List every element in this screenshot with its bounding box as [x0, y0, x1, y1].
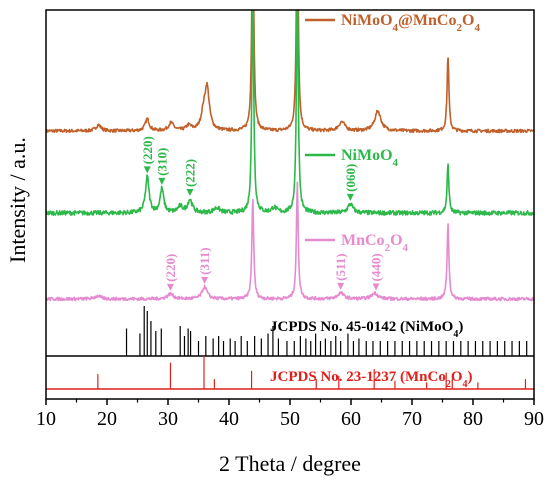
annotation-arrow: [201, 276, 209, 284]
reference-layer: JCPDS No. 45-0142 (NiMoO4) JCPDS No. 23-1…: [46, 306, 534, 390]
reference-label-ref_mnco2o4: JCPDS No. 23-1237 (MnCo2O4): [270, 369, 473, 390]
annotation-label: (511): [333, 253, 348, 280]
annotation-arrow: [158, 177, 166, 185]
x-tick-label: 40: [219, 408, 239, 430]
annotation-arrow: [346, 193, 354, 201]
plot-frame: [45, 9, 535, 400]
x-tick-label: 60: [341, 408, 361, 430]
annotation-label: (220): [163, 254, 178, 282]
legend-label-nimoo4: NiMoO4: [341, 147, 399, 169]
annotation-label: (222): [182, 159, 197, 187]
legend-label-composite: NiMoO4@MnCo2O4: [341, 12, 480, 34]
series-line-mnco2o4: [46, 181, 534, 302]
annotation-layer: (220) (310) (222) (060)(220) (311) (511) (440): [140, 136, 384, 291]
series-line-composite: [46, 10, 534, 134]
legend-layer: NiMoO4@MnCo2O4 NiMoO4 MnCo2O4: [305, 12, 480, 254]
series-line-nimoo4: [46, 10, 534, 216]
annotation-arrow: [166, 283, 174, 291]
annotation-label: (220): [140, 136, 155, 164]
x-tick-label: 50: [280, 408, 300, 430]
x-tick-label: 30: [158, 408, 178, 430]
x-axis-title: 2 Theta / degree: [219, 451, 361, 476]
annotation-label: (310): [154, 148, 169, 176]
y-axis-title: Intensity / a.u.: [5, 137, 30, 263]
x-axis: 10 20 30 40 50 60 70 80 90: [36, 399, 544, 430]
reference-label-ref_nimoo4: JCPDS No. 45-0142 (NiMoO4): [270, 319, 463, 340]
annotation-arrow: [143, 166, 151, 174]
x-tick-label: 20: [97, 408, 117, 430]
annotation-arrow: [372, 283, 380, 291]
annotation-label: (440): [369, 253, 384, 281]
x-tick-label: 80: [463, 408, 483, 430]
series-layer: [46, 10, 534, 302]
x-tick-label: 90: [524, 408, 544, 430]
annotation-label: (311): [197, 247, 212, 274]
annotation-arrow: [186, 189, 194, 197]
x-tick-label: 10: [36, 408, 56, 430]
annotation-arrow: [337, 282, 345, 290]
annotation-label: (060): [343, 164, 358, 192]
x-tick-label: 70: [402, 408, 422, 430]
legend-label-mnco2o4: MnCo2O4: [341, 232, 409, 254]
